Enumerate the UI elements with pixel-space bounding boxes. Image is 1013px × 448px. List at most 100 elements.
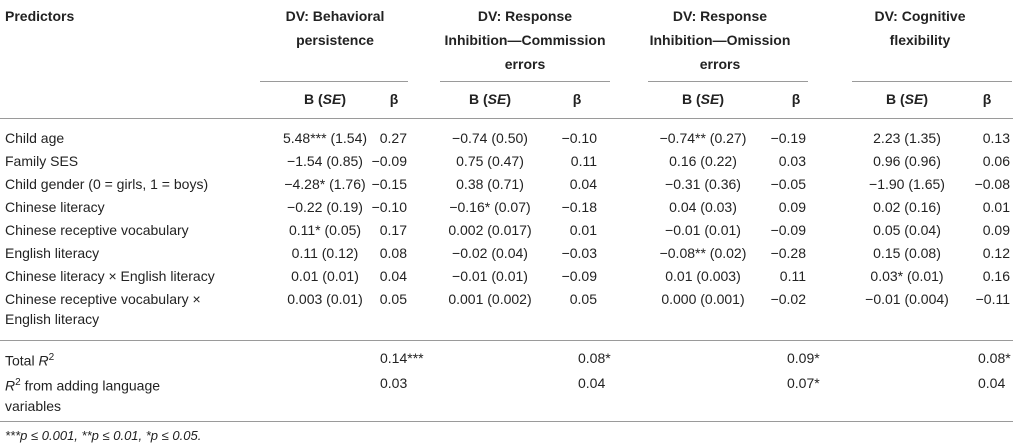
- b-se-cell: 0.002 (0.017): [448, 222, 532, 238]
- predictor-label: Child gender (0 = girls, 1 = boys): [5, 174, 208, 194]
- r-symbol: R: [38, 352, 49, 369]
- beta-cell: 0.11: [570, 153, 597, 169]
- beta-cell: 0.03: [778, 153, 806, 169]
- b-se-cell: 5.48*** (1.54): [282, 130, 368, 146]
- dv-header-line2: flexibility: [889, 32, 951, 48]
- summary-value: 0.03: [380, 375, 408, 391]
- b-se-cell: 0.02 (0.16): [873, 199, 941, 215]
- summary-label: R2 from adding language variables: [5, 373, 160, 416]
- predictor-label: Chinese literacy × English literacy: [5, 266, 215, 286]
- beta-cell: −0.08: [974, 176, 1010, 192]
- beta-cell: −0.09: [770, 222, 806, 238]
- beta-cell: 0.12: [982, 245, 1010, 261]
- b-se-header: B (SE): [430, 89, 550, 109]
- header-bottom-rule: [0, 118, 1013, 119]
- b-se-cell: 0.05 (0.04): [873, 222, 941, 238]
- b-se-cell: 0.15 (0.08): [873, 245, 941, 261]
- beta-cell: 0.05: [379, 291, 407, 307]
- b-se-cell: 0.96 (0.96): [873, 153, 941, 169]
- beta-cell: −0.09: [371, 153, 407, 169]
- dv-header-behavioral-persistence: DV: Behavioral persistence: [250, 6, 420, 50]
- dv-header-line1: DV: Response: [672, 8, 768, 24]
- dv-header-omission-errors: DV: Response Inhibition—Omission errors: [630, 6, 810, 74]
- b-se-cell: 2.23 (1.35): [873, 130, 941, 146]
- predictors-header: Predictors: [5, 8, 75, 24]
- r-symbol: R: [5, 377, 16, 394]
- beta-cell: −0.10: [561, 130, 597, 146]
- beta-cell: 0.09: [982, 222, 1010, 238]
- beta-header: β: [791, 91, 801, 107]
- summary-label-pre: Total: [5, 352, 39, 369]
- beta-cell: 0.27: [379, 130, 407, 146]
- summary-label-line1: R2 from adding language: [5, 373, 160, 396]
- summary-label-line1: Total R2: [5, 348, 54, 371]
- table-bottom-rule: [0, 421, 1013, 422]
- b-se-cell: 0.000 (0.001): [661, 291, 745, 307]
- b-se-cell: 0.11 (0.12): [291, 245, 359, 261]
- predictor-label-line1: Child age: [5, 130, 65, 146]
- b-se-cell: 0.75 (0.47): [456, 153, 524, 169]
- beta-cell: −0.09: [561, 268, 597, 284]
- predictor-label-line1: Child gender (0 = girls, 1 = boys): [5, 176, 209, 192]
- predictor-label-line2: English literacy: [5, 311, 100, 327]
- beta-cell: −0.19: [770, 130, 806, 146]
- beta-cell: 0.09: [778, 199, 806, 215]
- dv-header-line3: errors: [699, 56, 741, 72]
- se-label: SE: [487, 91, 507, 107]
- b-se-cell: −0.22 (0.19): [287, 199, 363, 215]
- dv-header-line3: errors: [504, 56, 546, 72]
- predictor-label-line1: Chinese literacy × English literacy: [5, 268, 215, 284]
- dv-header-line2: Inhibition—Omission: [649, 32, 791, 48]
- beta-cell: −0.11: [975, 291, 1010, 307]
- summary-value: 0.08*: [978, 350, 1011, 366]
- dv-header-commission-errors: DV: Response Inhibition—Commission error…: [425, 6, 625, 74]
- beta-cell: 0.01: [982, 199, 1010, 215]
- b-close: ): [506, 91, 512, 107]
- dv-header-cognitive-flexibility: DV: Cognitive flexibility: [835, 6, 1005, 50]
- beta-cell: −0.15: [371, 176, 407, 192]
- summary-label: Total R2: [5, 348, 54, 371]
- b-se-cell: −4.28* (1.76): [284, 176, 366, 192]
- dv-header-line2: persistence: [296, 32, 374, 48]
- predictor-label-line1: Family SES: [5, 153, 79, 169]
- b-label: B (: [885, 91, 905, 107]
- b-se-cell: −0.74** (0.27): [659, 130, 747, 146]
- predictor-label-line1: English literacy: [5, 245, 100, 261]
- r-superscript: 2: [15, 377, 21, 388]
- beta-cell: 0.13: [982, 130, 1010, 146]
- beta-cell: 0.05: [569, 291, 597, 307]
- se-label: SE: [322, 91, 342, 107]
- beta-cell: −0.28: [770, 245, 806, 261]
- footnote: ***p ≤ 0.001, **p ≤ 0.01, *p ≤ 0.05.: [5, 428, 202, 443]
- b-se-cell: −0.08** (0.02): [659, 245, 747, 261]
- dv-header-line2: Inhibition—Commission: [444, 32, 606, 48]
- predictor-label: Family SES: [5, 151, 78, 171]
- summary-value: 0.09*: [787, 350, 820, 366]
- dv-header-line1: DV: Response: [477, 8, 573, 24]
- beta-header: β: [572, 91, 582, 107]
- b-se-cell: 0.11* (0.05): [288, 222, 362, 238]
- b-close: ): [341, 91, 347, 107]
- beta-cell: −0.18: [561, 199, 597, 215]
- b-se-cell: 0.01 (0.01): [291, 268, 359, 284]
- r-superscript: 2: [48, 352, 55, 363]
- b-label: B (: [681, 91, 701, 107]
- predictor-label: Chinese literacy: [5, 197, 105, 217]
- b-se-cell: −0.74 (0.50): [452, 130, 528, 146]
- beta-cell: 0.17: [379, 222, 407, 238]
- b-se-header: B (SE): [847, 89, 967, 109]
- beta-cell: 0.04: [379, 268, 407, 284]
- b-se-header: B (SE): [265, 89, 385, 109]
- predictor-label-line1: Chinese literacy: [5, 199, 105, 215]
- b-se-cell: −0.01 (0.01): [452, 268, 528, 284]
- summary-value: 0.14***: [380, 350, 424, 366]
- beta-cell: 0.16: [982, 268, 1010, 284]
- beta-cell: −0.05: [770, 176, 806, 192]
- se-label: SE: [904, 91, 924, 107]
- dv-group-rule: [440, 81, 610, 82]
- beta-cell: 0.06: [982, 153, 1010, 169]
- predictor-label: Chinese receptive vocabulary × English li…: [5, 289, 201, 329]
- b-se-header: B (SE): [643, 89, 763, 109]
- dv-group-rule: [260, 81, 408, 82]
- summary-value: 0.04: [578, 375, 606, 391]
